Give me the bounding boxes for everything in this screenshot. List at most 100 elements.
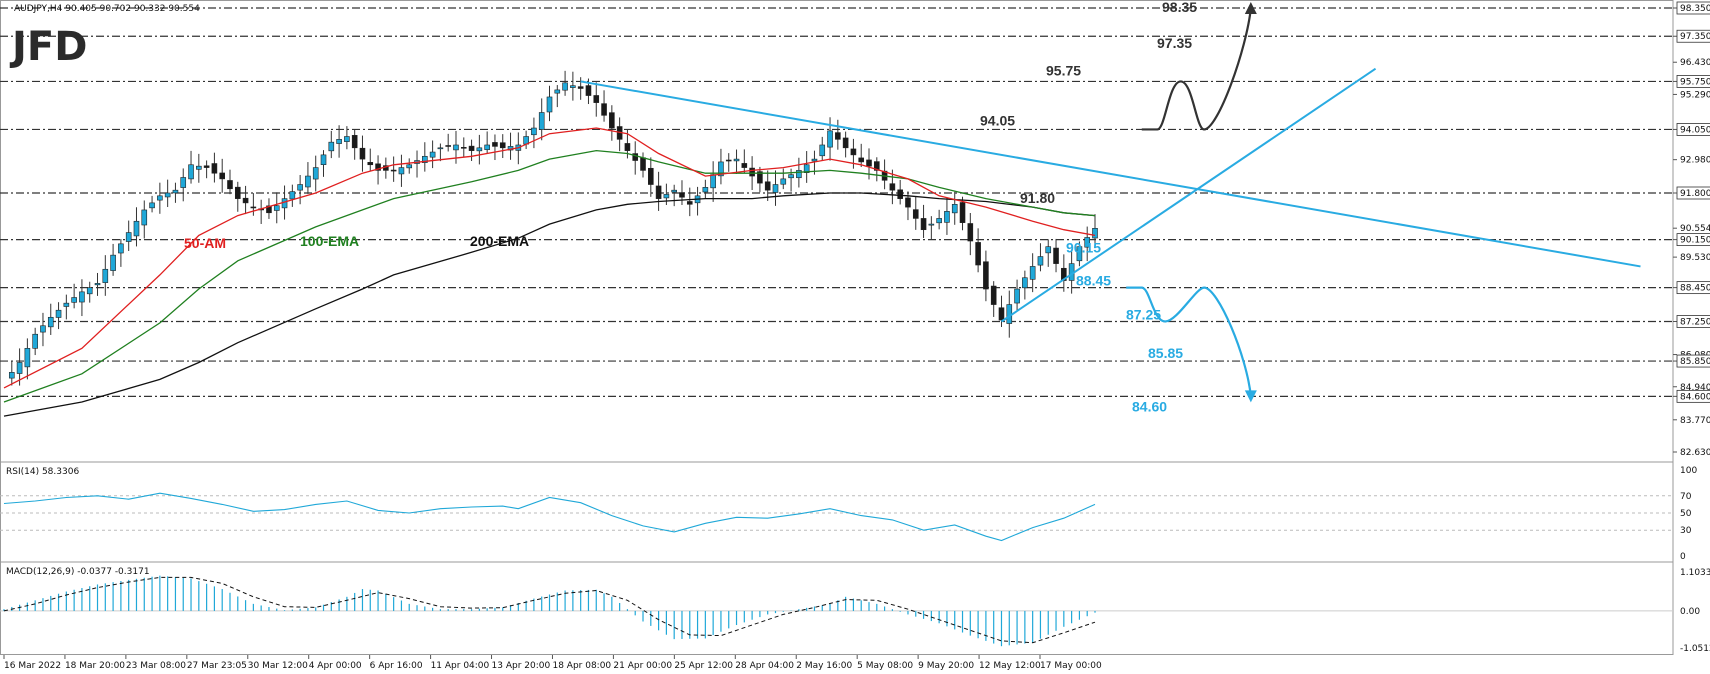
candle [757, 171, 763, 184]
x-tick-label: 6 Apr 16:00 [370, 661, 423, 671]
x-tick-label: 25 Apr 12:00 [674, 661, 733, 671]
candle [959, 202, 966, 223]
level-label: 97.35 [1157, 35, 1192, 51]
candle [344, 136, 350, 142]
y-tick-label: 97.350 [1680, 32, 1710, 42]
candle [180, 177, 187, 188]
candle [281, 198, 288, 209]
candle [990, 285, 997, 305]
macd-tick-label: 0.00 [1680, 607, 1700, 617]
candle [422, 155, 428, 163]
candle [546, 96, 553, 113]
candle [733, 158, 740, 162]
candle [827, 130, 833, 148]
candle [133, 220, 140, 237]
candle [1037, 256, 1044, 266]
candle [40, 325, 46, 333]
candle [936, 218, 942, 224]
bullish-scenario-path [1141, 7, 1252, 131]
candle [983, 261, 989, 290]
candle [998, 307, 1005, 321]
candle [1076, 246, 1083, 262]
candle [164, 192, 171, 198]
candle [453, 144, 459, 151]
candle [1084, 237, 1091, 248]
x-tick-label: 28 Apr 04:00 [735, 661, 794, 671]
candle [305, 175, 311, 188]
candle [359, 147, 366, 160]
level-price-box [1676, 315, 1710, 328]
candle [102, 268, 109, 283]
x-tick-label: 27 Mar 23:05 [187, 661, 247, 671]
candle [24, 348, 31, 368]
candle [242, 197, 249, 204]
candle [390, 169, 397, 172]
y-tick-label: 95.750 [1680, 77, 1710, 87]
candle [94, 283, 101, 286]
x-tick-label: 13 Apr 20:00 [492, 661, 551, 671]
candle [842, 137, 849, 149]
candle [63, 302, 70, 307]
candle [492, 142, 498, 147]
macd-tick-label: 1.1033 [1680, 568, 1710, 578]
candle [8, 372, 15, 379]
candle [796, 170, 802, 179]
x-tick-label: 18 Mar 20:00 [65, 661, 125, 671]
y-tick-label: 98.350 [1680, 4, 1710, 14]
candle [601, 103, 607, 116]
candle [468, 145, 475, 151]
candle [499, 142, 506, 149]
candle [803, 164, 810, 173]
macd-label: MACD(12,26,9) -0.0377 -0.3171 [6, 567, 150, 577]
x-tick-label: 4 Apr 00:00 [309, 661, 362, 671]
candle [118, 243, 124, 254]
x-tick-label: 5 May 08:00 [857, 661, 913, 671]
support-trendline [1000, 67, 1377, 323]
candle [905, 197, 911, 208]
y-tick-label: 83.770 [1680, 416, 1710, 426]
candle [858, 157, 865, 163]
candle [141, 209, 148, 226]
level-price-box [1676, 1, 1710, 15]
level-price-box [1676, 281, 1710, 295]
candle [445, 145, 451, 147]
candle [16, 362, 23, 374]
candle [429, 151, 436, 158]
level-label: 98.35 [1162, 0, 1197, 15]
rsi-tick-label: 0 [1680, 552, 1686, 562]
bullish-scenario-path-arrowhead [1244, 2, 1257, 14]
candle [772, 184, 779, 193]
macd-tick-label: -1.0512 [1680, 644, 1710, 654]
x-tick-label: 23 Mar 08:00 [126, 661, 186, 671]
candle [780, 178, 787, 185]
x-tick-label: 9 May 20:00 [918, 661, 974, 671]
candle [1022, 277, 1028, 289]
candle [632, 153, 639, 161]
candle [1029, 266, 1036, 280]
chart-frame [0, 0, 1674, 655]
candle [266, 205, 272, 214]
candle [866, 159, 872, 167]
candle [609, 112, 615, 129]
candle [125, 232, 132, 242]
candle [234, 186, 241, 199]
level-label: 85.85 [1148, 345, 1183, 361]
x-tick-label: 21 Apr 00:00 [613, 661, 672, 671]
bearish-scenario-path [1126, 286, 1252, 397]
candle [920, 218, 927, 231]
x-tick-label: 2 May 16:00 [796, 661, 852, 671]
ema100-line [3, 149, 1096, 403]
candle [593, 95, 600, 103]
candle [897, 189, 903, 199]
rsi-line [3, 492, 1096, 542]
symbol-header: AUDJPY,H4 90.405 90.702 90.332 90.554 [14, 4, 200, 14]
candle [484, 144, 490, 150]
y-tick-label: 89.530 [1680, 253, 1710, 263]
level-label: 90.15 [1066, 240, 1101, 256]
candle [538, 112, 545, 130]
y-tick-label: 82.630 [1680, 448, 1710, 458]
candle [398, 167, 405, 175]
x-tick-label: 16 Mar 2022 [4, 661, 61, 671]
rsi-tick-label: 100 [1680, 466, 1697, 476]
